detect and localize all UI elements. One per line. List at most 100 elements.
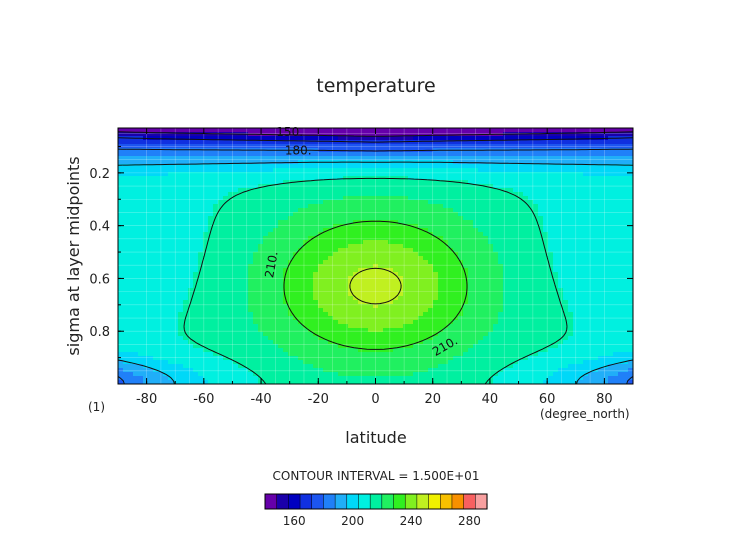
field-cell xyxy=(563,200,569,205)
field-cell xyxy=(348,308,354,313)
field-cell xyxy=(253,232,259,237)
field-cell xyxy=(608,208,614,213)
field-cell xyxy=(378,128,384,133)
field-cell xyxy=(143,300,149,305)
field-cell xyxy=(573,184,579,189)
field-cell xyxy=(218,220,224,225)
field-cell xyxy=(158,164,164,169)
field-cell xyxy=(578,144,584,149)
field-cell xyxy=(493,312,499,317)
field-cell xyxy=(468,208,474,213)
field-cell xyxy=(168,284,174,289)
field-cell xyxy=(123,164,129,169)
field-cell xyxy=(403,284,409,289)
field-cell xyxy=(248,176,254,181)
field-cell xyxy=(493,160,499,165)
field-cell xyxy=(448,136,454,141)
field-cell xyxy=(543,276,549,281)
field-cell xyxy=(458,144,464,149)
field-cell xyxy=(258,136,264,141)
field-cell xyxy=(178,260,184,265)
field-cell xyxy=(368,196,374,201)
field-cell xyxy=(518,240,524,245)
field-cell xyxy=(368,240,374,245)
field-cell xyxy=(383,244,389,249)
field-cell xyxy=(453,276,459,281)
field-cell xyxy=(308,292,314,297)
field-cell xyxy=(133,316,139,321)
field-cell xyxy=(278,248,284,253)
field-cell xyxy=(243,236,249,241)
field-cell xyxy=(428,208,434,213)
field-cell xyxy=(128,308,134,313)
field-cell xyxy=(488,220,494,225)
field-cell xyxy=(158,184,164,189)
field-cell xyxy=(553,296,559,301)
field-cell xyxy=(398,312,404,317)
field-cell xyxy=(348,208,354,213)
field-cell xyxy=(438,140,444,145)
field-cell xyxy=(183,188,189,193)
field-cell xyxy=(438,188,444,193)
field-cell xyxy=(618,312,624,317)
field-cell xyxy=(588,224,594,229)
field-cell xyxy=(463,184,469,189)
field-cell xyxy=(318,156,324,161)
field-cell xyxy=(213,244,219,249)
field-cell xyxy=(498,168,504,173)
field-cell xyxy=(548,312,554,317)
field-cell xyxy=(418,132,424,137)
field-cell xyxy=(188,280,194,285)
field-cell xyxy=(208,280,214,285)
field-cell xyxy=(513,204,519,209)
field-cell xyxy=(288,276,294,281)
field-cell xyxy=(488,208,494,213)
field-cell xyxy=(623,172,629,177)
field-cell xyxy=(188,292,194,297)
field-cell xyxy=(273,224,279,229)
field-cell xyxy=(393,240,399,245)
field-cell xyxy=(478,220,484,225)
field-cell xyxy=(468,224,474,229)
field-cell xyxy=(388,192,394,197)
field-cell xyxy=(528,248,534,253)
field-cell xyxy=(358,192,364,197)
field-cell xyxy=(358,260,364,265)
field-cell xyxy=(373,136,379,141)
field-cell xyxy=(488,256,494,261)
field-cell xyxy=(188,196,194,201)
field-cell xyxy=(558,136,564,141)
field-cell xyxy=(133,232,139,237)
field-cell xyxy=(173,244,179,249)
field-cell xyxy=(423,268,429,273)
field-cell xyxy=(493,164,499,169)
field-cell xyxy=(298,272,304,277)
field-cell xyxy=(603,188,609,193)
field-cell xyxy=(118,252,124,257)
field-cell xyxy=(573,136,579,141)
field-cell xyxy=(608,228,614,233)
field-cell xyxy=(583,316,589,321)
field-cell xyxy=(568,276,574,281)
field-cell xyxy=(233,236,239,241)
field-cell xyxy=(548,228,554,233)
field-cell xyxy=(553,240,559,245)
field-cell xyxy=(183,136,189,141)
field-cell xyxy=(563,292,569,297)
field-cell xyxy=(618,304,624,309)
field-cell xyxy=(253,200,259,205)
field-cell xyxy=(238,236,244,241)
field-cell xyxy=(343,304,349,309)
field-cell xyxy=(158,296,164,301)
field-cell xyxy=(323,204,329,209)
field-cell xyxy=(553,308,559,313)
field-cell xyxy=(578,316,584,321)
field-cell xyxy=(188,188,194,193)
field-cell xyxy=(128,172,134,177)
field-cell xyxy=(463,168,469,173)
field-cell xyxy=(213,188,219,193)
field-cell xyxy=(543,284,549,289)
field-cell xyxy=(263,316,269,321)
field-cell xyxy=(148,260,154,265)
field-cell xyxy=(408,288,414,293)
